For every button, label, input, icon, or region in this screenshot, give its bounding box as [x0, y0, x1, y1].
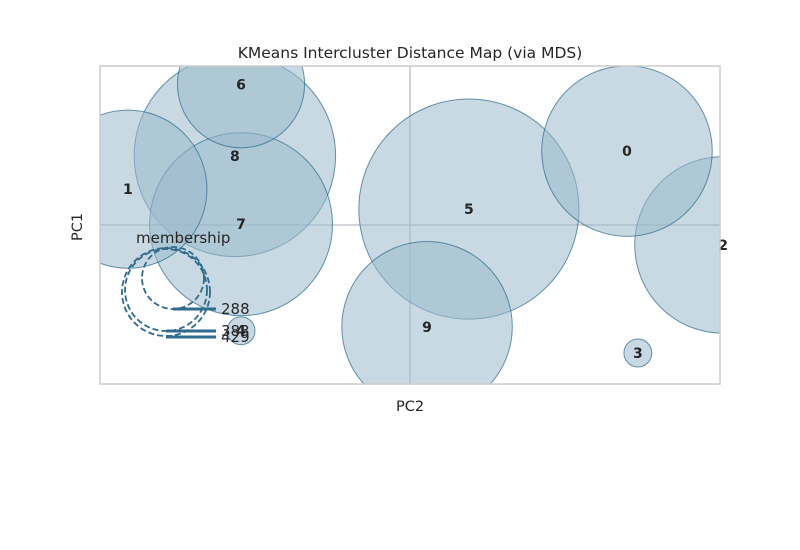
cluster-label-2: 2 [718, 238, 728, 254]
cluster-bubble-6 [177, 66, 306, 149]
legend-size-label-429: 429 [221, 328, 250, 346]
cluster-label-0: 0 [622, 144, 632, 160]
cluster-label-7: 7 [236, 217, 246, 233]
legend-size-circles [121, 246, 216, 339]
cluster-bubble-4 [226, 316, 256, 346]
cluster-label-4: 4 [236, 324, 246, 340]
cluster-label-3: 3 [633, 346, 643, 362]
cluster-bubble-9 [341, 241, 513, 384]
cluster-label-9: 9 [422, 320, 432, 336]
cluster-bubble-3 [623, 338, 653, 368]
cluster-bubble-0 [541, 66, 713, 237]
x-axis-label: PC2 [396, 399, 424, 415]
legend-size-label-288: 288 [221, 300, 250, 318]
cluster-labels: 0 1 2 3 4 5 6 7 8 9 [123, 77, 728, 362]
plot-frame [99, 65, 721, 385]
chart-title: KMeans Intercluster Distance Map (via MD… [238, 44, 583, 62]
cluster-label-5: 5 [464, 202, 474, 218]
legend-size-label-383: 383 [221, 322, 250, 340]
cluster-label-1: 1 [123, 182, 133, 198]
y-axis-label: PC1 [70, 213, 86, 241]
cluster-label-6: 6 [236, 77, 246, 93]
legend-circle-429 [121, 247, 211, 337]
cluster-bubbles [100, 66, 720, 384]
cluster-label-8: 8 [230, 149, 240, 165]
legend-title: membership [136, 229, 230, 247]
